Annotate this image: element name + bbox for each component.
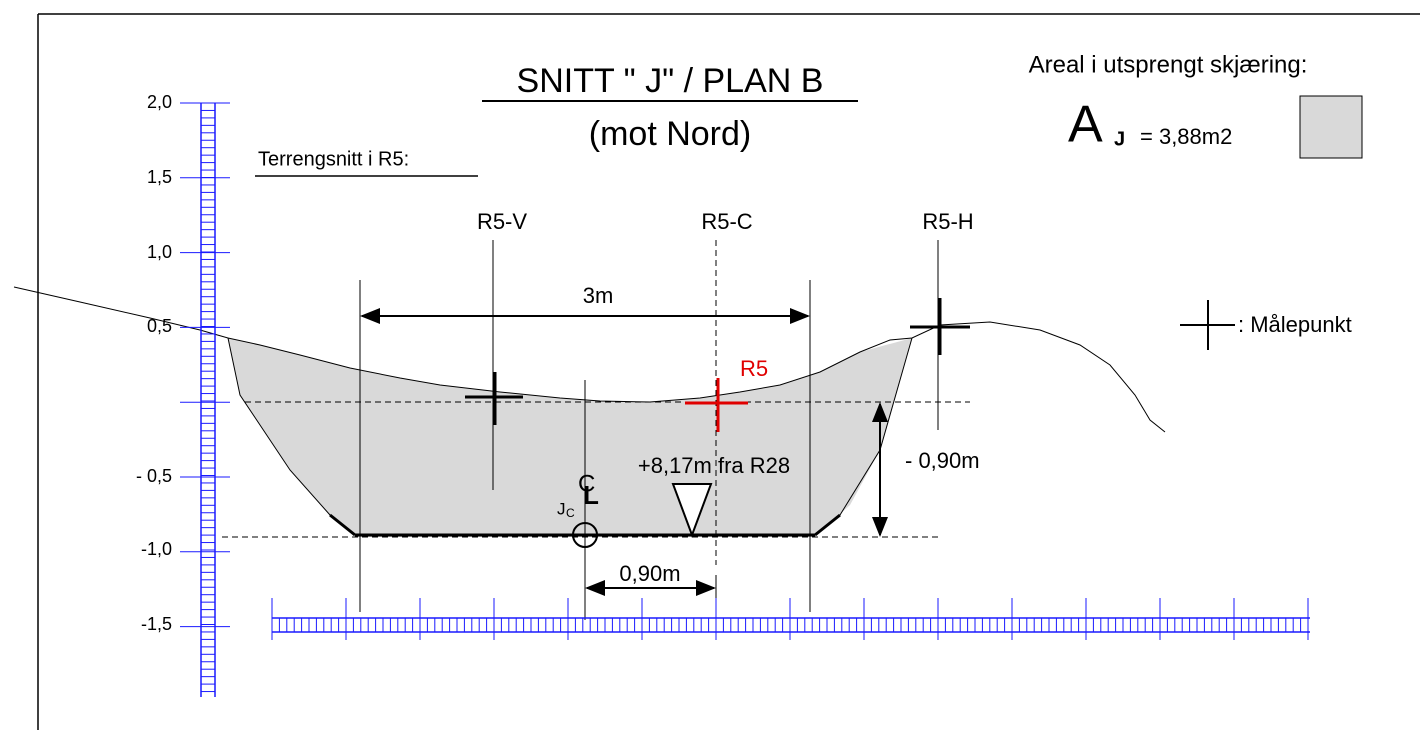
legend-label: : Målepunkt xyxy=(1238,312,1352,337)
excavation-area xyxy=(228,338,912,537)
section-lines xyxy=(222,240,970,620)
dimension-label: 3m xyxy=(583,283,614,308)
v-scale-label: -1,0 xyxy=(141,539,172,559)
title: SNITT " J" / PLAN B xyxy=(517,62,824,100)
scales: 2,0 1,5 1,0 0,5 - 0,5 -1,0 -1,5 xyxy=(136,92,1310,697)
area-value: = 3,88m2 xyxy=(1140,124,1232,149)
level-triangle xyxy=(671,483,713,538)
station-label: +8,17m fra R28 xyxy=(638,453,790,478)
point-label: R5-H xyxy=(922,209,973,234)
point-label: R5-C xyxy=(701,209,752,234)
junction-symbol xyxy=(572,522,598,548)
dimension-label: - 0,90m xyxy=(905,448,980,473)
area-label: Areal i utsprengt skjæring: xyxy=(1029,51,1308,78)
junction-sub: C xyxy=(566,506,575,520)
v-scale-label: -1,5 xyxy=(141,614,172,634)
terrain-label: Terrengsnitt i R5: xyxy=(258,148,409,170)
markers xyxy=(465,298,1235,432)
measured-label: R5 xyxy=(740,356,768,381)
v-scale-label: 2,0 xyxy=(147,92,172,112)
centerline-l: L xyxy=(583,480,599,510)
v-scale-label: 1,5 xyxy=(147,167,172,187)
frame xyxy=(37,13,1420,730)
dimension-label: 0,90m xyxy=(619,561,680,586)
v-scale-label: 1,0 xyxy=(147,242,172,262)
junction-label: J xyxy=(557,499,566,518)
area-swatch xyxy=(1299,95,1363,159)
area-symbol: A xyxy=(1068,96,1103,154)
subtitle: (mot Nord) xyxy=(589,115,751,153)
v-scale-label: - 0,5 xyxy=(136,466,172,486)
centerline-c: C xyxy=(578,470,595,497)
point-label: R5-V xyxy=(477,209,527,234)
dimension-arrows xyxy=(360,308,888,596)
v-scale-label: 0,5 xyxy=(147,316,172,336)
area-subscript: J xyxy=(1114,128,1125,150)
